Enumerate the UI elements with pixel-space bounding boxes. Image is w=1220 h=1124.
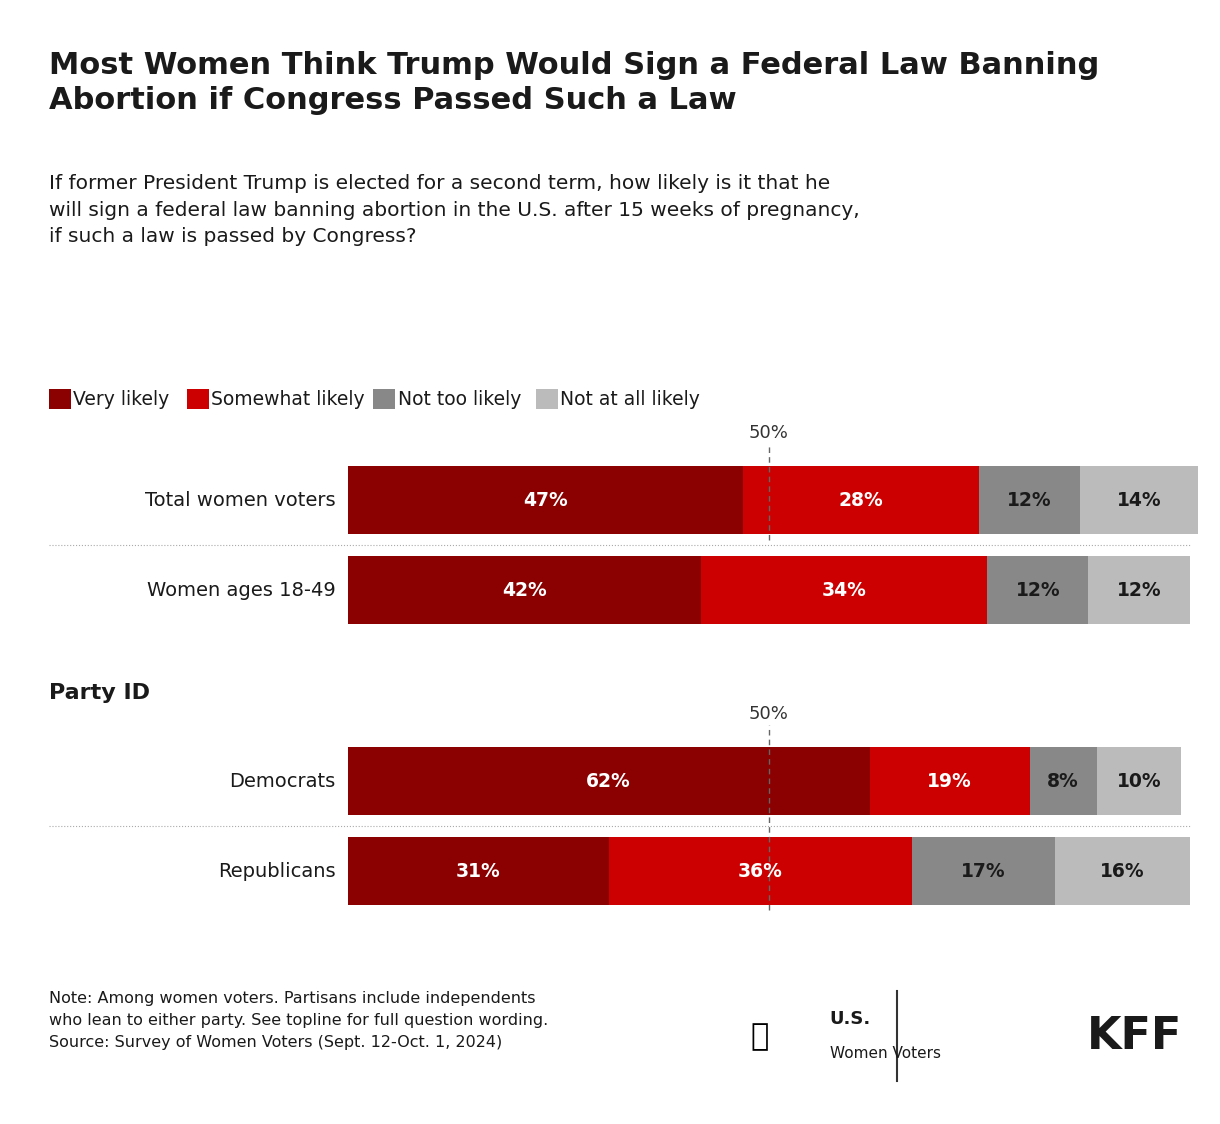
Text: 12%: 12% <box>1016 581 1060 599</box>
Text: 31%: 31% <box>456 862 500 880</box>
Bar <box>911 837 1055 905</box>
Bar <box>348 466 743 534</box>
Text: Women ages 18-49: Women ages 18-49 <box>146 581 336 599</box>
Text: 🗺: 🗺 <box>750 1022 769 1051</box>
Bar <box>348 556 702 624</box>
Text: 19%: 19% <box>927 772 972 790</box>
Bar <box>1080 466 1198 534</box>
Text: 16%: 16% <box>1100 862 1144 880</box>
Bar <box>348 837 609 905</box>
Bar <box>978 466 1080 534</box>
Text: 14%: 14% <box>1116 491 1161 509</box>
Text: 10%: 10% <box>1116 772 1161 790</box>
Text: Total women voters: Total women voters <box>145 491 336 509</box>
Bar <box>49 389 71 409</box>
Bar <box>987 556 1088 624</box>
Text: Note: Among women voters. Partisans include independents
who lean to either part: Note: Among women voters. Partisans incl… <box>49 991 548 1050</box>
Text: 8%: 8% <box>1047 772 1080 790</box>
Text: If former President Trump is elected for a second term, how likely is it that he: If former President Trump is elected for… <box>49 174 860 246</box>
Text: Democrats: Democrats <box>229 772 336 790</box>
Text: Not too likely: Not too likely <box>398 390 521 408</box>
Text: 17%: 17% <box>961 862 1005 880</box>
Text: 36%: 36% <box>738 862 782 880</box>
Bar <box>536 389 558 409</box>
Text: Somewhat likely: Somewhat likely <box>211 390 365 408</box>
Text: Very likely: Very likely <box>73 390 170 408</box>
Text: U.S.: U.S. <box>830 1010 871 1028</box>
Text: 50%: 50% <box>749 424 788 442</box>
Bar <box>1088 556 1190 624</box>
Bar <box>870 747 1030 815</box>
Bar <box>373 389 395 409</box>
Text: KFF: KFF <box>1087 1015 1182 1058</box>
Text: Not at all likely: Not at all likely <box>560 390 700 408</box>
Bar <box>187 389 209 409</box>
Text: Republicans: Republicans <box>218 862 336 880</box>
Bar <box>348 747 870 815</box>
Bar <box>609 837 911 905</box>
Text: 12%: 12% <box>1008 491 1052 509</box>
Text: 50%: 50% <box>749 705 788 723</box>
Text: Most Women Think Trump Would Sign a Federal Law Banning
Abortion if Congress Pas: Most Women Think Trump Would Sign a Fede… <box>49 51 1099 116</box>
Text: Women Voters: Women Voters <box>830 1045 941 1061</box>
Text: 28%: 28% <box>839 491 883 509</box>
Text: 62%: 62% <box>587 772 631 790</box>
Bar <box>1097 747 1181 815</box>
Text: 12%: 12% <box>1116 581 1161 599</box>
Bar <box>1030 747 1097 815</box>
Text: 42%: 42% <box>503 581 547 599</box>
Text: 47%: 47% <box>523 491 567 509</box>
Bar <box>702 556 987 624</box>
Text: Party ID: Party ID <box>49 683 150 704</box>
Bar <box>1055 837 1190 905</box>
Bar <box>743 466 978 534</box>
Text: 34%: 34% <box>822 581 866 599</box>
